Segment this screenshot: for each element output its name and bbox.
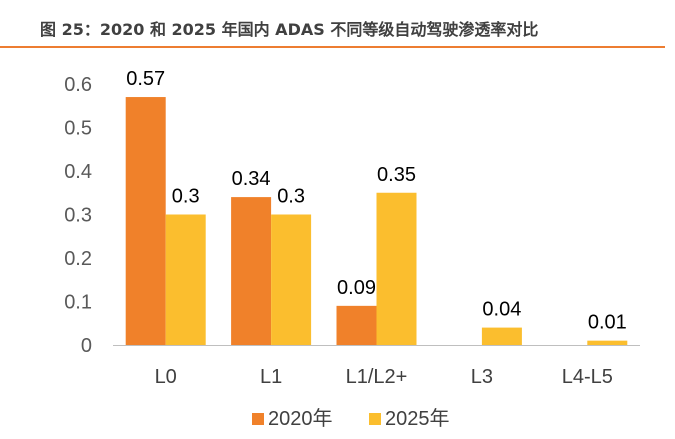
category-label: L1/L2+ [346,366,408,388]
bar-2020-l1-l2- [336,305,377,345]
bar-2020-l1 [231,197,272,345]
bar-2025-l0 [165,214,206,345]
legend: 2020年 2025年 [252,407,450,430]
bar-2025-l3 [481,327,522,345]
category-label: L0 [155,366,177,388]
legend-swatch-2020 [252,413,264,425]
y-tick-label: 0.2 [64,248,92,270]
bars [125,97,628,345]
data-label: 0.09 [337,277,376,299]
y-tick-label: 0.1 [64,292,92,314]
data-label: 0.3 [172,186,200,208]
data-labels: 0.57 0.3 0.34 0.3 0.09 0.35 0.04 0.01 [126,68,627,334]
bar-2025-l1-l2- [376,192,417,345]
legend-label-2020: 2020年 [268,407,333,430]
category-labels: L0 L1 L1/L2+ L3 L4-L5 [155,366,613,388]
category-label: L3 [471,366,493,388]
category-label: L4-L5 [562,366,613,388]
category-label: L1 [260,366,282,388]
bar-2025-l4-l5 [587,340,628,345]
data-label: 0.01 [588,312,627,334]
y-axis-ticks: 0 0.1 0.2 0.3 0.4 0.5 0.6 [64,74,92,357]
title-rule [0,46,665,48]
y-tick-label: 0.5 [64,118,92,140]
bar-2025-l1 [271,214,312,345]
data-label: 0.57 [126,68,165,90]
legend-swatch-2025 [369,413,381,425]
y-tick-label: 0.6 [64,74,92,96]
chart-title: 图 25：2020 和 2025 年国内 ADAS 不同等级自动驾驶渗透率对比 [40,20,539,39]
data-label: 0.04 [482,299,521,321]
legend-label-2025: 2025年 [385,407,450,430]
y-tick-label: 0.3 [64,205,92,227]
data-label: 0.35 [377,164,416,186]
y-tick-label: 0.4 [64,161,92,183]
data-label: 0.3 [277,186,305,208]
data-label: 0.34 [232,168,271,190]
y-tick-label: 0 [81,335,92,357]
bar-2020-l0 [125,97,166,345]
